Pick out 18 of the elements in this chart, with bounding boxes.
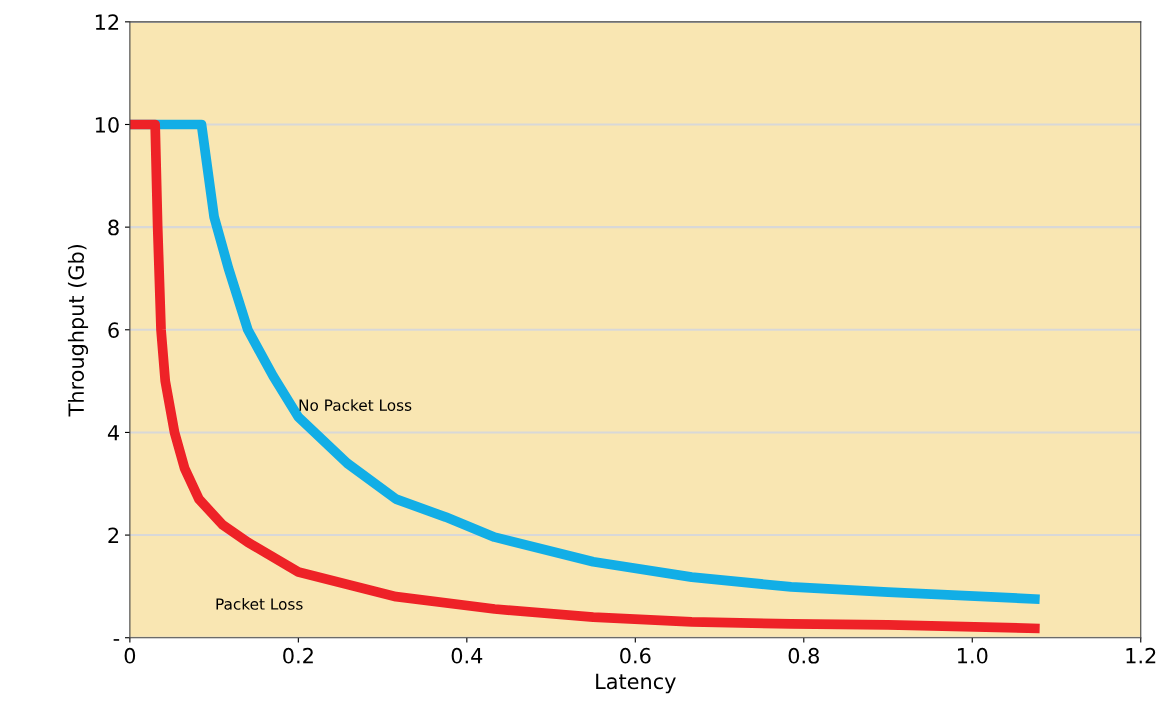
- y-tick-label: 10: [95, 116, 119, 133]
- x-tick-label: 0.8: [788, 647, 819, 664]
- x-tick-label: 0: [124, 647, 136, 664]
- y-tick-label: 4: [107, 425, 119, 441]
- y-tick-label: -: [113, 639, 120, 641]
- x-tick-label: 0.6: [620, 647, 651, 664]
- y-tick-label: 8: [108, 219, 119, 236]
- series-label: Packet Loss: [216, 597, 303, 610]
- y-tick-label: 12: [95, 14, 119, 30]
- x-tick-label: 1.2: [1126, 647, 1156, 664]
- series-label: No Packet Loss: [299, 399, 412, 411]
- x-tick-label: 0.2: [283, 647, 313, 664]
- x-tick-label: 1.0: [957, 647, 988, 664]
- x-tick-label: 0.4: [451, 647, 483, 664]
- x-axis-title: Latency: [596, 673, 676, 694]
- y-axis-title: Throughput (Gb): [67, 244, 89, 417]
- y-tick-label: 6: [108, 322, 119, 338]
- y-tick-label: 2: [108, 527, 119, 543]
